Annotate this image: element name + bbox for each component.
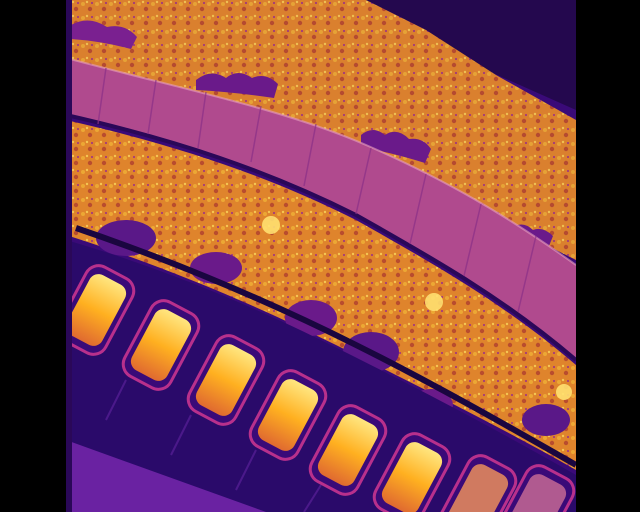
walkway-edge-lower xyxy=(66,113,576,362)
thermal-scene xyxy=(66,0,576,512)
walkway-surface xyxy=(66,58,576,360)
parked-cars xyxy=(66,264,576,512)
parking-lines xyxy=(105,379,322,512)
image-left-edge xyxy=(66,0,72,512)
curb xyxy=(75,225,576,468)
parking-lot xyxy=(66,240,576,512)
shrub-row-1 xyxy=(196,73,278,98)
walkway-edge-upper xyxy=(66,57,576,266)
hotspot-3 xyxy=(556,384,572,400)
letterbox-right xyxy=(576,0,640,512)
letterbox-left xyxy=(0,0,66,512)
hotspot-1 xyxy=(262,216,280,234)
pavement-lower-left xyxy=(66,440,266,512)
tree-shadow-1 xyxy=(96,220,156,256)
tree-shadow-6 xyxy=(522,404,570,436)
hotspot-2 xyxy=(425,293,443,311)
walkway-joints xyxy=(97,67,537,313)
shrub-top-left xyxy=(71,20,137,49)
shrub-row-2 xyxy=(361,130,431,163)
cold-area-top-right xyxy=(366,0,576,110)
vegetation-lower xyxy=(66,120,576,470)
thermal-aerial-image xyxy=(66,0,576,512)
